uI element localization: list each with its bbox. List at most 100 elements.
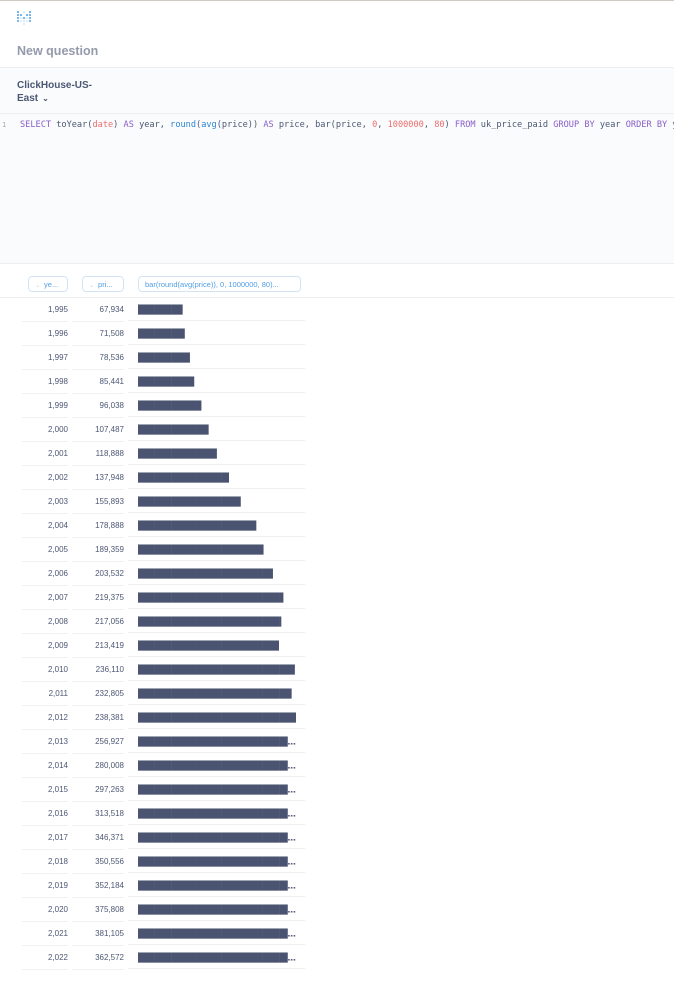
year-cell[interactable]: 1,996 <box>22 322 68 346</box>
bar-cell[interactable]: ███████████ <box>128 466 305 489</box>
price-cell[interactable]: 85,441 <box>72 370 124 394</box>
price-cell[interactable]: 381,105 <box>72 922 124 946</box>
year-cell[interactable]: 2,001 <box>22 442 68 466</box>
price-cell[interactable]: 67,934 <box>72 298 124 322</box>
bar-cell[interactable]: █████████████████▌ <box>128 586 305 609</box>
bar-text: ██████████████████████████████ <box>138 904 298 915</box>
price-cell[interactable]: 256,927 <box>72 730 124 754</box>
bar-cell[interactable]: █████████████████████████ <box>128 802 305 825</box>
bar-cell[interactable]: ██████▊ <box>128 370 305 393</box>
year-cell[interactable]: 2,000 <box>22 418 68 442</box>
year-cell[interactable]: 2,015 <box>22 778 68 802</box>
year-cell[interactable]: 2,018 <box>22 850 68 874</box>
bar-cell[interactable]: █████████████████ <box>128 634 305 657</box>
bar-cell[interactable]: █████▋ <box>128 322 305 345</box>
price-cell[interactable]: 203,532 <box>72 562 124 586</box>
year-cell[interactable]: 2,021 <box>22 922 68 946</box>
year-cell[interactable]: 2,004 <box>22 514 68 538</box>
bar-cell[interactable]: ████████████████████▌ <box>128 730 305 753</box>
year-cell[interactable]: 2,020 <box>22 898 68 922</box>
bar-text: █████████████████▎ <box>138 616 288 627</box>
bar-cell[interactable]: █████████████████████████████ <box>128 946 305 969</box>
bar-cell[interactable]: ███████████████▏ <box>128 538 305 561</box>
year-cell[interactable]: 2,011 <box>22 682 68 706</box>
column-header-bar[interactable]: bar(round(avg(price)), 0, 1000000, 80)..… <box>138 276 301 292</box>
bar-cell[interactable]: █████████████████▎ <box>128 610 305 633</box>
year-cell[interactable]: 2,017 <box>22 826 68 850</box>
price-cell[interactable]: 107,487 <box>72 418 124 442</box>
bar-text: ███████████ <box>138 472 230 483</box>
bar-cell[interactable]: ████████████████████████████ <box>128 850 305 873</box>
year-cell[interactable]: 2,006 <box>22 562 68 586</box>
price-cell[interactable]: 362,572 <box>72 946 124 970</box>
year-cell[interactable]: 2,010 <box>22 658 68 682</box>
price-cell[interactable]: 238,381 <box>72 706 124 730</box>
bar-cell[interactable]: ██████████████████████████████▍ <box>128 922 305 945</box>
price-cell[interactable]: 346,371 <box>72 826 124 850</box>
database-selector[interactable]: ClickHouse-US- East ⌄ <box>17 79 92 105</box>
sql-code[interactable]: SELECT toYear(date) AS year, round(avg(p… <box>20 120 674 130</box>
year-cell[interactable]: 1,997 <box>22 346 68 370</box>
bar-cell[interactable]: ████████████▍ <box>128 490 305 513</box>
bar-cell[interactable]: ███████████████████████████▋ <box>128 826 305 849</box>
price-cell[interactable]: 178,888 <box>72 514 124 538</box>
price-cell[interactable]: 189,359 <box>72 538 124 562</box>
bar-cell[interactable]: ██████████████████████████████ <box>128 898 305 921</box>
bar-text: ██████▎ <box>138 352 197 363</box>
year-cell[interactable]: 2,013 <box>22 730 68 754</box>
year-cell[interactable]: 2,012 <box>22 706 68 730</box>
price-cell[interactable]: 232,805 <box>72 682 124 706</box>
bar-cell[interactable]: ████████████████████████████▏ <box>128 874 305 897</box>
price-cell[interactable]: 137,948 <box>72 466 124 490</box>
price-cell[interactable]: 96,038 <box>72 394 124 418</box>
year-cell[interactable]: 1,995 <box>22 298 68 322</box>
bar-cell[interactable]: ███████████████████ <box>128 706 305 729</box>
year-cell[interactable]: 2,007 <box>22 586 68 610</box>
price-cell[interactable]: 217,056 <box>72 610 124 634</box>
price-cell[interactable]: 78,536 <box>72 346 124 370</box>
column-header-year[interactable]: ⌄ ye... <box>28 276 68 292</box>
bar-cell[interactable]: █████▍ <box>128 298 305 321</box>
price-cell[interactable]: 213,419 <box>72 634 124 658</box>
table-row: 2,018 350,556 ██████████████████████████… <box>0 850 674 874</box>
price-cell[interactable]: 352,184 <box>72 874 124 898</box>
year-cell[interactable]: 2,022 <box>22 946 68 970</box>
year-cell[interactable]: 2,002 <box>22 466 68 490</box>
price-cell[interactable]: 118,888 <box>72 442 124 466</box>
bar-cell[interactable]: ██████▎ <box>128 346 305 369</box>
year-cell[interactable]: 1,998 <box>22 370 68 394</box>
year-cell[interactable]: 2,016 <box>22 802 68 826</box>
database-name-line2: East <box>17 93 39 104</box>
year-cell[interactable]: 2,009 <box>22 634 68 658</box>
bar-text: ████████████████████████████▏ <box>138 880 298 891</box>
bar-cell[interactable]: ██████████████████▉ <box>128 658 305 681</box>
bar-cell[interactable]: ████████▌ <box>128 418 305 441</box>
price-cell[interactable]: 280,008 <box>72 754 124 778</box>
price-cell[interactable]: 375,808 <box>72 898 124 922</box>
price-cell[interactable]: 219,375 <box>72 586 124 610</box>
bar-cell[interactable]: ██████████████▎ <box>128 514 305 537</box>
year-cell[interactable]: 2,008 <box>22 610 68 634</box>
sql-line[interactable]: 1 SELECT toYear(date) AS year, round(avg(… <box>0 120 674 130</box>
year-cell[interactable]: 2,019 <box>22 874 68 898</box>
year-cell[interactable]: 2,003 <box>22 490 68 514</box>
bar-cell[interactable]: ██████████████████████▍ <box>128 754 305 777</box>
year-cell[interactable]: 1,999 <box>22 394 68 418</box>
price-cell[interactable]: 236,110 <box>72 658 124 682</box>
year-cell[interactable]: 2,014 <box>22 754 68 778</box>
price-cell[interactable]: 313,518 <box>72 802 124 826</box>
year-cell[interactable]: 2,005 <box>22 538 68 562</box>
bar-cell[interactable]: ████████████████▎ <box>128 562 305 585</box>
column-label: pri... <box>98 280 113 289</box>
metabase-logo[interactable] <box>16 9 34 27</box>
native-query-editor[interactable]: ClickHouse-US- East ⌄ 1 SELECT toYear(date… <box>0 67 674 264</box>
price-cell[interactable]: 350,556 <box>72 850 124 874</box>
price-cell[interactable]: 297,263 <box>72 778 124 802</box>
bar-cell[interactable]: ███████████████████████▊ <box>128 778 305 801</box>
bar-cell[interactable]: ███████▋ <box>128 394 305 417</box>
price-cell[interactable]: 155,893 <box>72 490 124 514</box>
bar-cell[interactable]: █████████▌ <box>128 442 305 465</box>
price-cell[interactable]: 71,508 <box>72 322 124 346</box>
column-header-price[interactable]: ⌄ pri... <box>82 276 124 292</box>
bar-cell[interactable]: ██████████████████▌ <box>128 682 305 705</box>
